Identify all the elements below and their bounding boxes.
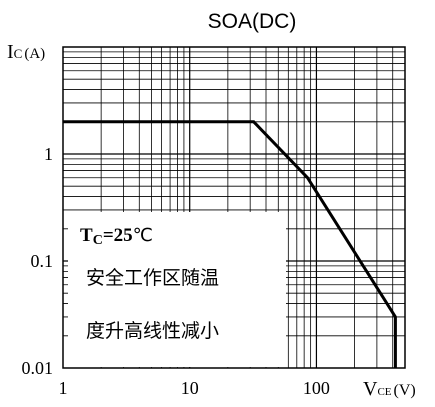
plot-frame (62, 46, 406, 369)
y-axis-label-main: I (7, 41, 14, 63)
y-axis-label-unit: (A) (24, 46, 45, 62)
series-group (63, 120, 397, 368)
x-tick-label: 1 (59, 378, 68, 398)
x-tick-labels: 1 10 100 (59, 378, 330, 398)
annotation-box (68, 212, 286, 367)
condition-annotation: TC=25℃ (80, 225, 153, 248)
note-line-2: 度升高线性减小 (86, 320, 219, 342)
soa-curve-0 (63, 120, 397, 368)
condition-sub: C (93, 233, 103, 248)
y-tick-labels: 0.01 0.1 1 (22, 144, 54, 378)
x-axis-label-main: V (363, 378, 378, 400)
condition-unit: ℃ (133, 225, 153, 246)
y-axis-label-sub: C (14, 46, 23, 61)
note-line-1: 安全工作区随温 (86, 267, 219, 289)
x-axis-label-sub: CE (377, 386, 391, 398)
y-tick-label: 1 (44, 144, 53, 164)
y-axis-label: IC (A) (7, 41, 45, 63)
chart-title: SOA(DC) (208, 10, 297, 33)
condition-value: =25 (103, 225, 133, 246)
x-axis-label: VCE (V) (363, 378, 416, 400)
x-tick-label: 10 (181, 378, 199, 398)
x-tick-label: 100 (303, 378, 330, 398)
x-axis-label-unit: (V) (394, 382, 416, 399)
y-tick-label: 0.1 (31, 251, 54, 271)
y-tick-label: 0.01 (22, 358, 54, 378)
condition-main: T (80, 225, 93, 246)
